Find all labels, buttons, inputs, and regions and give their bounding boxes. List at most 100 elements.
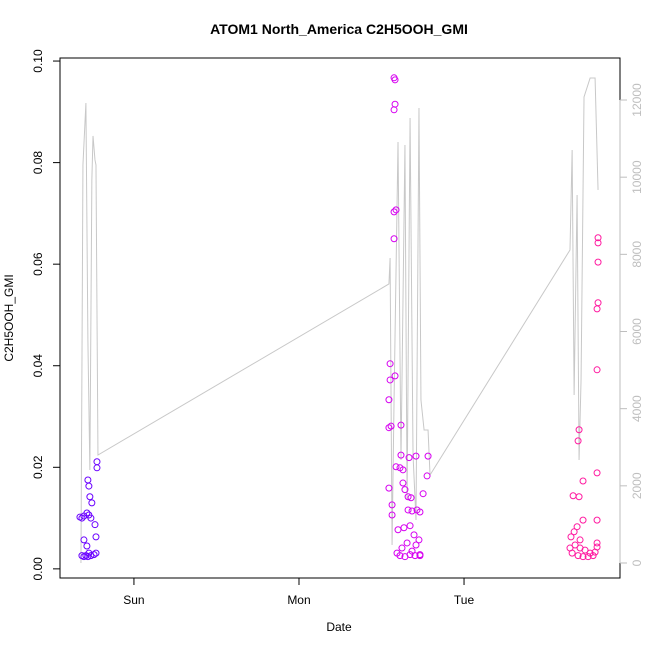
data-point <box>394 526 402 534</box>
data-point <box>92 549 100 557</box>
chart-title: ATOM1 North_America C2H5OOH_GMI <box>210 21 468 37</box>
data-point <box>88 499 96 507</box>
data-point <box>406 551 414 559</box>
data-point <box>390 208 398 216</box>
data-point <box>407 494 415 502</box>
x-axis-label: Date <box>326 620 352 634</box>
data-point <box>391 76 399 84</box>
y2-tick-label: 4000 <box>630 395 644 422</box>
data-point <box>589 552 597 560</box>
data-point <box>385 424 393 432</box>
data-point <box>412 541 420 549</box>
data-point <box>93 464 101 472</box>
data-point <box>385 484 393 492</box>
data-point <box>411 552 419 560</box>
data-point <box>579 516 587 524</box>
data-point <box>410 531 418 539</box>
data-point <box>83 509 91 517</box>
data-point <box>593 516 601 524</box>
y-tick-label: 0.02 <box>31 455 45 479</box>
data-point <box>403 539 411 547</box>
data-point <box>388 511 396 519</box>
y2-tick-label: 8000 <box>630 241 644 268</box>
data-point <box>593 469 601 477</box>
y-tick-label: 0.10 <box>31 49 45 73</box>
data-point <box>392 463 400 471</box>
data-point <box>412 452 420 460</box>
data-point <box>423 472 431 480</box>
data-point <box>391 372 399 380</box>
data-point <box>78 514 86 522</box>
data-point <box>404 506 412 514</box>
data-point <box>415 536 423 544</box>
data-point <box>575 493 583 501</box>
altitude-line <box>80 77 599 563</box>
data-point <box>87 514 95 522</box>
data-point <box>594 299 602 307</box>
data-point <box>419 490 427 498</box>
data-point <box>404 493 412 501</box>
data-point <box>83 542 91 550</box>
data-point <box>593 539 601 547</box>
data-point <box>392 206 400 214</box>
data-point <box>86 493 94 501</box>
data-point <box>399 479 407 487</box>
y-tick-label: 0.06 <box>31 252 45 276</box>
data-point <box>581 546 589 554</box>
data-point <box>408 507 416 515</box>
data-point <box>386 360 394 368</box>
data-point <box>92 533 100 541</box>
data-point <box>594 258 602 266</box>
data-point <box>85 482 93 490</box>
y2-tick-label: 12000 <box>630 83 644 117</box>
data-point <box>387 422 395 430</box>
data-point <box>575 426 583 434</box>
data-point <box>416 508 424 516</box>
data-point <box>593 543 601 551</box>
y2-tick-label: 6000 <box>630 318 644 345</box>
data-point <box>396 552 404 560</box>
data-point <box>416 551 424 559</box>
data-point <box>573 523 581 531</box>
data-point <box>570 528 578 536</box>
y2-tick-label: 2000 <box>630 472 644 499</box>
data-point <box>571 541 579 549</box>
data-point <box>579 553 587 561</box>
data-point <box>568 549 576 557</box>
data-point <box>84 553 92 561</box>
data-point <box>593 305 601 313</box>
data-point <box>584 553 592 561</box>
data-point <box>574 437 582 445</box>
data-point <box>593 366 601 374</box>
data-point <box>397 421 405 429</box>
y2-tick-label: 10000 <box>630 160 644 194</box>
y-tick-label: 0.08 <box>31 151 45 175</box>
data-point <box>400 524 408 532</box>
x-tick-label: Tue <box>454 593 475 607</box>
data-point <box>406 522 414 530</box>
data-point <box>574 552 582 560</box>
data-point <box>80 536 88 544</box>
data-point <box>405 454 413 462</box>
y-axis-label: C2H5OOH_GMI <box>2 274 16 361</box>
data-point <box>399 466 407 474</box>
x-tick-label: Mon <box>287 593 310 607</box>
data-point <box>567 533 575 541</box>
data-point <box>398 544 406 552</box>
data-point <box>386 376 394 384</box>
data-point <box>391 100 399 108</box>
data-point <box>424 452 432 460</box>
data-point <box>569 492 577 500</box>
data-point <box>579 477 587 485</box>
data-point <box>576 536 584 544</box>
y-tick-label: 0.00 <box>31 557 45 581</box>
data-point <box>90 551 98 559</box>
data-point <box>93 458 101 466</box>
data-point <box>401 486 409 494</box>
data-point <box>91 521 99 529</box>
data-point <box>594 239 602 247</box>
data-point <box>594 234 602 242</box>
x-tick-label: Sun <box>123 593 144 607</box>
data-point <box>397 451 405 459</box>
